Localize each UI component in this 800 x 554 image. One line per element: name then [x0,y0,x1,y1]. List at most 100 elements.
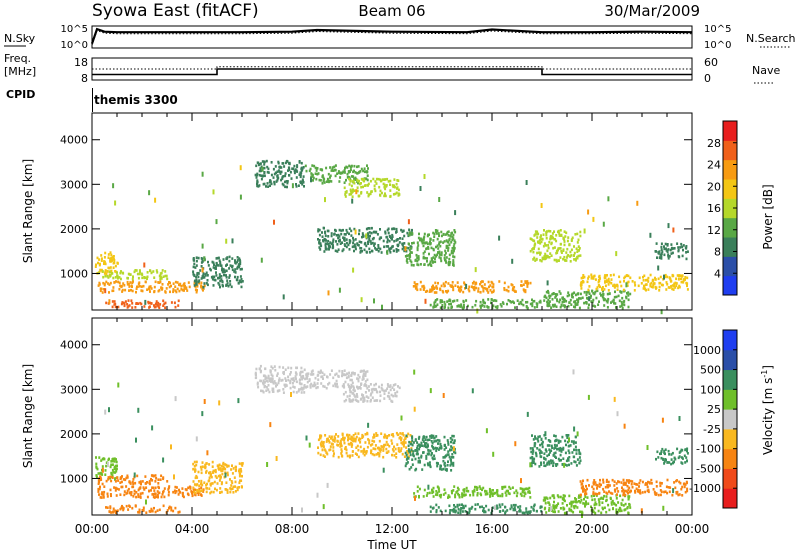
echo-cell [144,276,147,279]
echo-cell [226,279,229,282]
echo-cell [602,478,605,482]
echo-cell [677,493,680,497]
echo-cell [461,493,464,497]
echo-cell [439,240,442,244]
echo-cell [510,301,513,304]
echo-cell [115,494,118,497]
echo-cell [119,507,122,511]
echo-cell [321,174,324,177]
echo-cell [587,502,590,505]
echo-cell [422,287,425,291]
echo-cell [439,299,442,302]
echo-cell [678,284,681,288]
echo-cell [578,297,580,300]
echo-cell [452,259,455,262]
echo-cell [578,247,581,250]
echo-cell [588,285,591,288]
echo-cell [603,298,606,302]
echo-cell [181,494,184,498]
echo-cell [658,281,661,285]
echo-cell [523,494,526,498]
echo-cell [592,292,595,295]
echo-cell [509,507,512,511]
echo-cell [518,302,521,306]
echo-cell [135,495,138,499]
echo-cell [400,441,403,445]
echo-cell [429,388,432,394]
echo-cell [513,506,516,510]
echo-cell [392,193,395,196]
echo-cell [549,294,552,298]
echo-cell [562,497,565,500]
echo-cell [155,300,158,303]
echo-cell [211,460,214,464]
echo-cell [453,242,456,246]
echo-cell [333,438,336,442]
echo-region [404,434,457,472]
echo-cell [137,488,140,492]
echo-cell [210,482,213,485]
echo-cell [544,448,547,452]
echo-cell [155,495,158,499]
echo-cell [660,248,663,251]
echo-cell [382,455,385,459]
echo-cell [369,240,372,243]
echo-cell [554,439,557,442]
noise-strip: N.Sky 10^5 10^0 10^5 10^0 N.Search [4,24,796,51]
echo-cell [433,457,436,460]
echo-cell [361,235,363,239]
echo-cell [557,502,560,505]
echo-cell [305,373,308,376]
echo-cell [417,236,420,240]
echo-cell [315,386,318,390]
echo-cell [306,373,309,376]
echo-cell [528,486,531,490]
echo-cell [575,247,578,250]
echo-cell [465,299,468,302]
echo-cell [471,305,474,309]
echo-cell [203,276,206,279]
echo-cell [409,232,412,235]
echo-cell [505,288,508,292]
echo-cell [433,436,436,440]
echo-cell [345,448,348,452]
echo-cell [647,280,650,283]
echo-cell [221,467,224,471]
echo-cell [170,301,173,304]
echo-cell [561,435,564,439]
echo-cell [427,484,430,490]
echo-cell [95,462,98,466]
power-panel-frame [91,112,693,311]
echo-cell [640,508,643,514]
echo-cell [393,185,396,189]
echo-cell [618,299,621,303]
echo-cell [343,169,346,172]
echo-cell [350,234,353,237]
echo-cell [269,377,272,380]
echo-cell [339,239,341,242]
echo-cell [174,396,177,402]
echo-cell [534,435,536,438]
echo-cell [219,474,222,477]
echo-cell [557,230,559,234]
echo-cell [570,239,573,242]
echo-cell [332,240,335,243]
echo-cell [450,462,453,466]
echo-cell [308,378,311,381]
echo-cell [337,233,340,237]
echo-cell [579,480,582,483]
echo-cell [373,230,376,234]
echo-cell [548,304,551,307]
echo-cell [432,447,435,451]
echo-cell [353,389,356,392]
echo-cell [592,275,595,278]
echo-cell [441,289,444,293]
echo-cell [142,509,145,512]
echo-cell [428,461,431,464]
echo-cell [480,281,483,284]
echo-cell [412,450,415,453]
echo-cell [265,386,268,389]
echo-cell [479,291,482,294]
echo-cell [558,232,561,235]
echo-cell [534,462,537,466]
